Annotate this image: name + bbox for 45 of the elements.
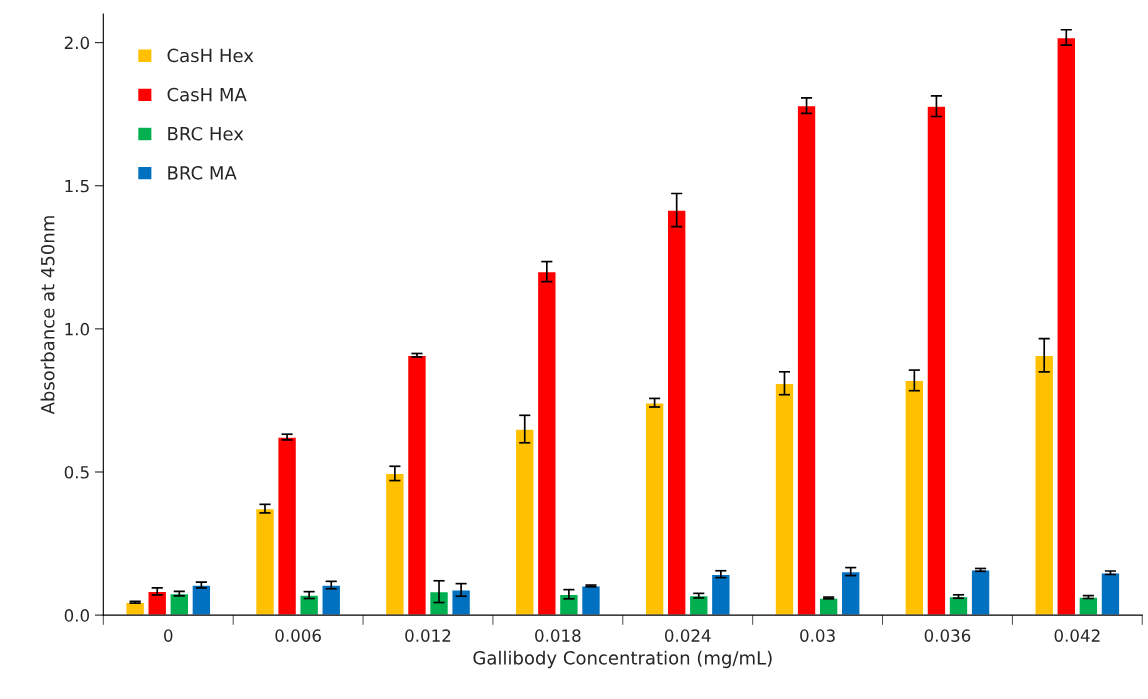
bar xyxy=(1078,596,1099,616)
x-tick-label: 0.042 xyxy=(1054,629,1100,642)
bar xyxy=(1034,354,1055,616)
bar xyxy=(147,590,168,616)
bar xyxy=(451,589,472,616)
x-tick-label: 0.03 xyxy=(800,629,835,642)
x-tick-label: 0.018 xyxy=(535,629,581,642)
bar xyxy=(688,594,709,616)
x-tick-label: 0 xyxy=(164,629,173,642)
x-axis-title: Gallibody Concentration (mg/mL) xyxy=(473,650,772,669)
bar xyxy=(384,472,405,616)
bar xyxy=(710,573,731,616)
legend-label: BRC MA xyxy=(168,166,237,180)
bar xyxy=(904,379,925,616)
bar xyxy=(1100,572,1121,616)
bar xyxy=(191,584,212,616)
bar xyxy=(926,105,947,616)
bar xyxy=(1056,36,1077,616)
bar xyxy=(536,270,557,616)
x-tick-label: 0.024 xyxy=(664,629,711,642)
bar xyxy=(666,209,687,616)
y-tick-label: 1.5 xyxy=(65,179,89,193)
bar xyxy=(406,354,428,616)
x-tick-label: 0.006 xyxy=(275,629,321,642)
legend-label: CasH Hex xyxy=(167,48,254,63)
bar xyxy=(644,402,665,616)
bar xyxy=(818,597,839,616)
y-tick-label: 2.0 xyxy=(64,36,90,50)
bar xyxy=(840,570,861,616)
y-tick-label: 0.5 xyxy=(64,465,89,479)
bar xyxy=(580,585,602,616)
bar xyxy=(277,436,298,616)
x-tick-label: 0.012 xyxy=(405,629,451,642)
y-tick-label: 1.0 xyxy=(65,322,90,336)
bar xyxy=(514,428,535,616)
legend-label: CasH MA xyxy=(167,87,247,102)
bar xyxy=(428,590,450,616)
y-tick-label: 0.0 xyxy=(64,609,90,622)
x-tick-label: 0.036 xyxy=(924,629,971,642)
legend-label: BRC Hex xyxy=(168,126,244,141)
bar xyxy=(169,592,190,616)
bar xyxy=(299,594,320,616)
y-axis-title: Absorbance at 450nm xyxy=(40,216,55,415)
bar xyxy=(254,507,276,616)
bar xyxy=(321,584,342,616)
